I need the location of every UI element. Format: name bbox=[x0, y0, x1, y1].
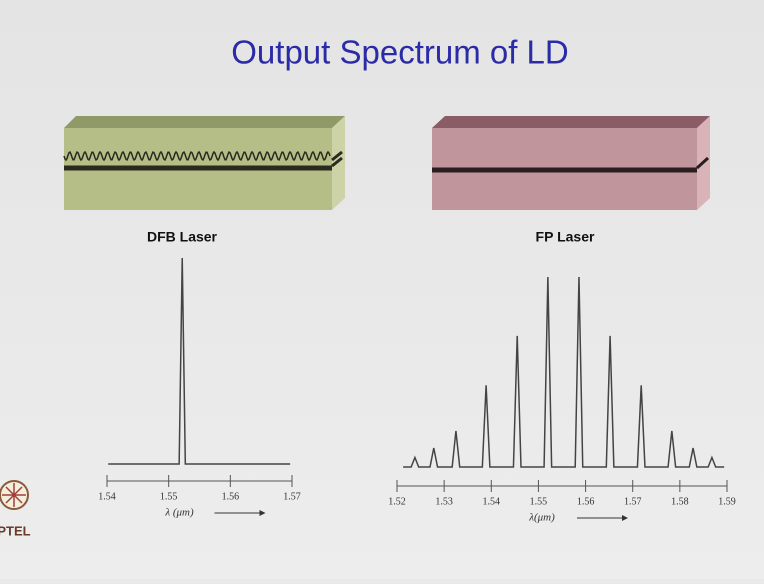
x-tick-label: 1.57 bbox=[624, 496, 642, 507]
x-tick-label: 1.53 bbox=[435, 496, 453, 507]
x-tick-label: 1.52 bbox=[388, 496, 406, 507]
slide-title: Output Spectrum of LD bbox=[231, 34, 569, 71]
fp-laser-diagram bbox=[432, 116, 710, 210]
x-tick-label: 1.59 bbox=[718, 496, 736, 507]
x-tick-label: 1.57 bbox=[283, 491, 301, 502]
x-tick-label: 1.54 bbox=[483, 496, 501, 507]
chart-title: FP Laser bbox=[536, 229, 595, 245]
logo-text: PTEL bbox=[0, 523, 31, 538]
x-tick-label: 1.58 bbox=[671, 496, 689, 507]
chart-title: DFB Laser bbox=[147, 229, 218, 245]
x-tick-label: 1.55 bbox=[530, 496, 548, 507]
x-tick-label: 1.55 bbox=[160, 491, 178, 502]
dfb-laser-diagram bbox=[64, 116, 345, 210]
slide: Output Spectrum of LD PTEL DFB Laser 1.54… bbox=[0, 0, 764, 579]
x-tick-label: 1.56 bbox=[222, 491, 240, 502]
x-axis-label: λ(μm) bbox=[528, 512, 555, 524]
x-axis-label: λ (μm) bbox=[164, 507, 194, 519]
x-tick-label: 1.54 bbox=[98, 491, 116, 502]
x-tick-label: 1.56 bbox=[577, 496, 595, 507]
